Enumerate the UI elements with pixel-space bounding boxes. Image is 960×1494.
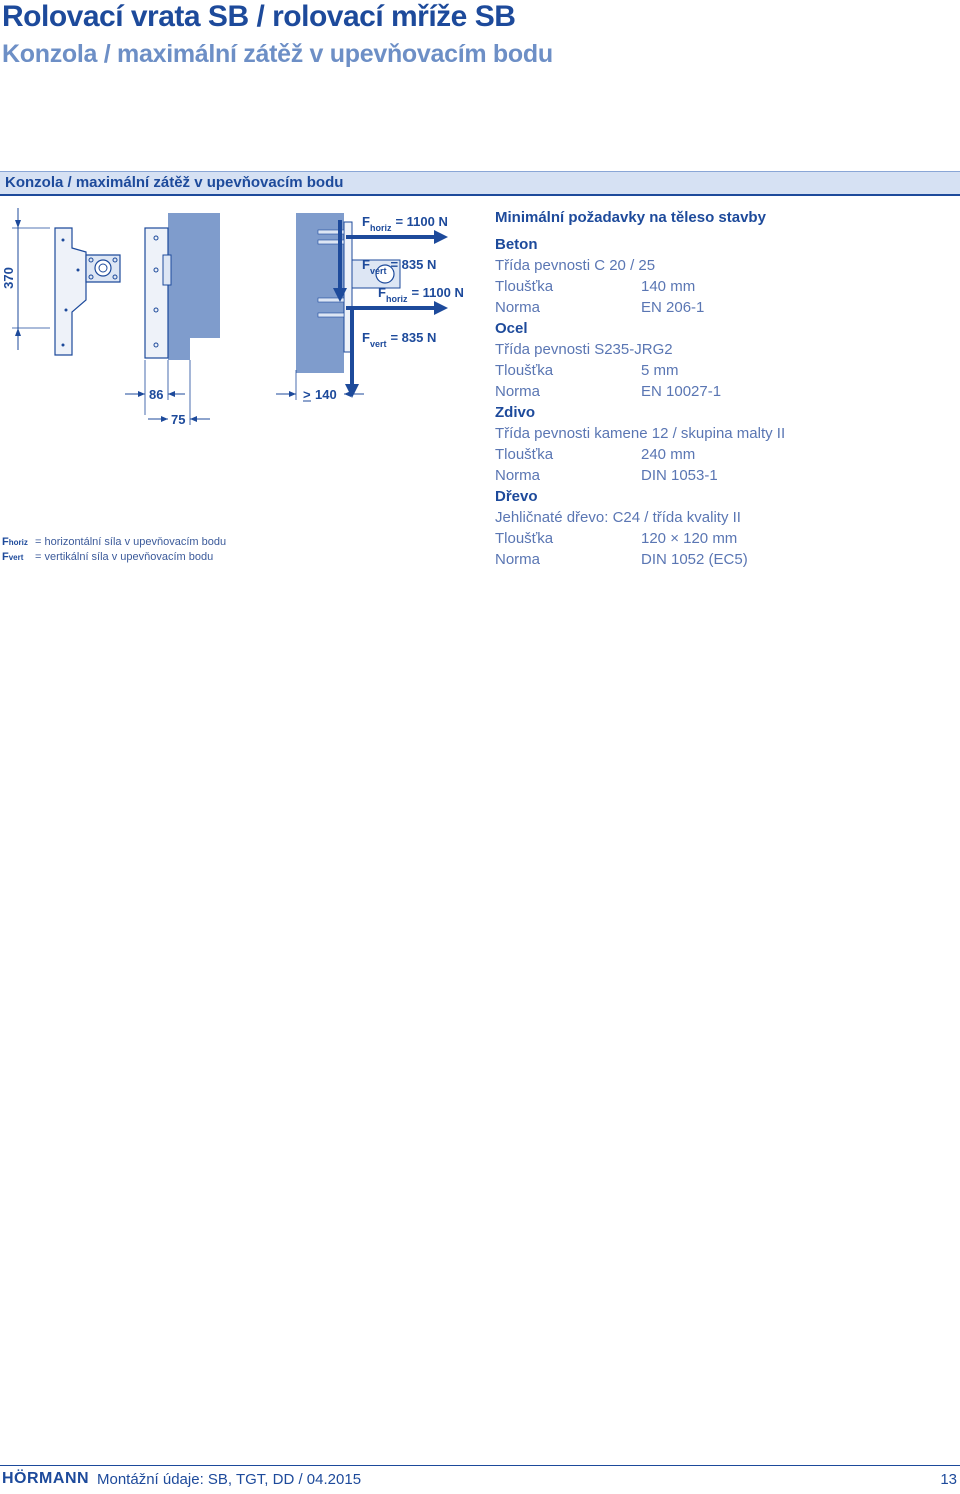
svg-text:Fvert= 835 N: Fvert = 835 N <box>362 330 436 349</box>
material-zdivo: Zdivo <box>495 404 535 421</box>
material-row: Norma DIN 1052 (EC5) <box>495 551 748 568</box>
svg-text:Fhoriz= 1100 N: Fhoriz = 1100 N <box>362 214 448 233</box>
svg-text:Fvert= 835 N: Fvert = 835 N <box>362 257 436 276</box>
svg-text:Fhoriz= 1100 N: Fhoriz = 1100 N <box>378 285 464 304</box>
force-vert-symbol-1: F <box>362 257 370 272</box>
footer-text: Montážní údaje: SB, TGT, DD / 04.2015 <box>97 1471 362 1488</box>
force-vert-sub-2: vert <box>370 339 387 349</box>
force-vert-symbol-2: F <box>362 330 370 345</box>
force-horiz-symbol-2: F <box>378 285 386 300</box>
force-legend: Fhoriz = horizontální síla v upevňovacím… <box>2 536 226 566</box>
legend-row-vert: Fvert = vertikální síla v upevňovacím bo… <box>2 551 226 566</box>
legend-row-horiz: Fhoriz = horizontální síla v upevňovacím… <box>2 536 226 551</box>
material-class: Třída pevnosti S235-JRG2 <box>495 341 673 358</box>
force-horiz-sub-1: horiz <box>370 223 392 233</box>
bracket-load-diagram: 370 86 75 <box>1 208 464 427</box>
bracket-side-view <box>144 213 220 425</box>
bracket-front-view <box>54 227 121 356</box>
page-number: 13 <box>940 1471 957 1488</box>
material-row: Norma EN 206-1 <box>495 299 705 316</box>
requirements-heading: Minimální požadavky na těleso stavby <box>495 209 766 226</box>
page-title: Rolovací vrata SB / rolovací mříže SB <box>2 0 516 33</box>
footer-divider <box>0 1465 960 1466</box>
material-row: Tloušťka 120 × 120 mm <box>495 530 738 547</box>
material-row: Norma EN 10027-1 <box>495 383 722 400</box>
material-class: Jehličnaté dřevo: C24 / třída kvality II <box>495 509 741 526</box>
hormann-logo: HÖRMANN <box>2 1470 90 1487</box>
material-class: Třída pevnosti C 20 / 25 <box>495 257 656 274</box>
legend-text: = horizontální síla v upevňovacím bodu <box>35 536 227 548</box>
force-vert-value-1: = 835 N <box>390 257 436 272</box>
material-row: Tloušťka 140 mm <box>495 278 696 295</box>
legend-symbol: Fvert <box>2 551 24 563</box>
force-horiz-symbol-1: F <box>362 214 370 229</box>
force-horiz-sub-2: horiz <box>386 294 408 304</box>
force-horiz-value-1: = 1100 N <box>395 214 447 229</box>
page-subtitle: Konzola / maximální zátěž v upevňovacím … <box>2 40 553 68</box>
material-class: Třída pevnosti kamene 12 / skupina malty… <box>495 425 786 442</box>
section-header-bar: Konzola / maximální zátěž v upevňovacím … <box>0 171 960 196</box>
dim-height-label: 370 <box>1 267 16 289</box>
dim-width-86: 86 <box>149 387 163 402</box>
force-vert-value-2: = 835 N <box>390 330 436 345</box>
material-row: Tloušťka 240 mm <box>495 446 696 463</box>
material-row: Tloušťka 5 mm <box>495 362 679 379</box>
material-beton: Beton <box>495 236 538 253</box>
material-row: Norma DIN 1053-1 <box>495 467 718 484</box>
force-vert-sub-1: vert <box>370 266 387 276</box>
section-title: Konzola / maximální zátěž v upevňovacím … <box>5 174 344 191</box>
bracket-load-view <box>296 213 448 398</box>
force-horiz-value-2: = 1100 N <box>411 285 463 300</box>
dim-width-75: 75 <box>171 412 185 427</box>
material-drevo: Dřevo <box>495 488 538 505</box>
dim-min-140: 140 <box>315 387 337 402</box>
legend-text: = vertikální síla v upevňovacím bodu <box>35 551 214 563</box>
requirements-block: Minimální požadavky na těleso stavby Bet… <box>495 208 785 570</box>
legend-symbol: Fhoriz <box>2 536 28 548</box>
material-ocel: Ocel <box>495 320 528 337</box>
dim-min-prefix: > <box>303 387 311 402</box>
